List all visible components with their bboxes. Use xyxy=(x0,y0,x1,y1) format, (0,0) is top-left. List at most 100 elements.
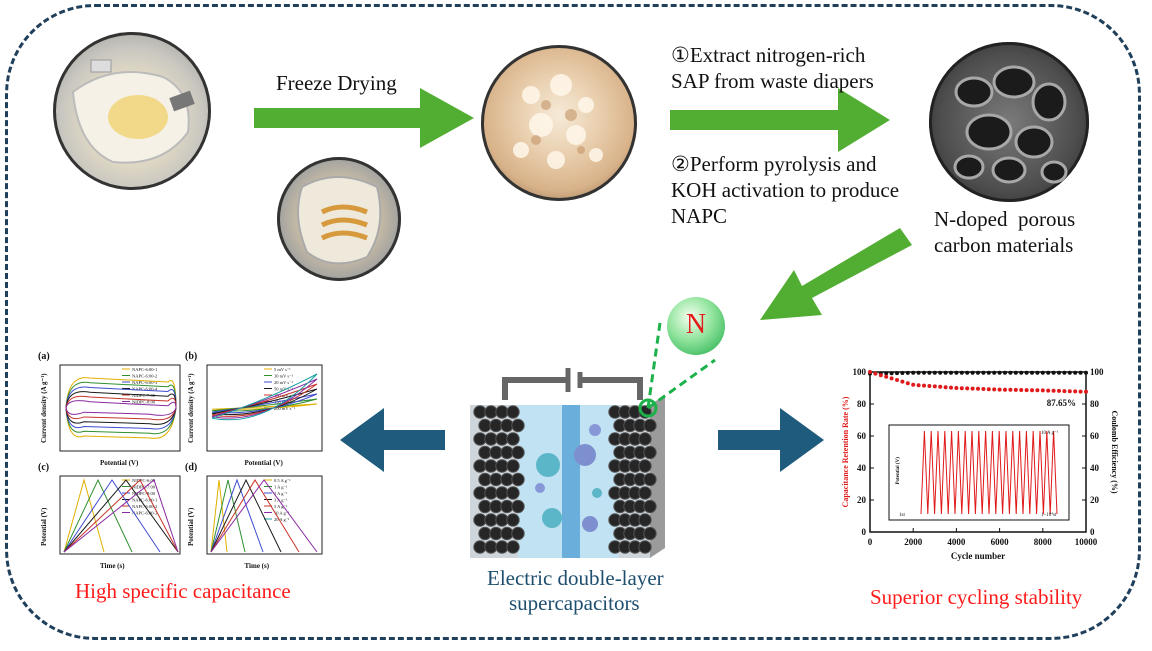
retention-point xyxy=(1035,388,1040,393)
retention-point xyxy=(976,386,980,391)
nitrogen-symbol: N xyxy=(685,309,707,340)
retention-point xyxy=(1073,389,1078,394)
panel-c-xlabel: Time (s) xyxy=(100,562,125,570)
x-tick-label-1: 2000 xyxy=(904,537,923,547)
retention-point xyxy=(997,387,1002,392)
y-tick-label-3: 60 xyxy=(857,431,867,441)
panel-a-legend-1: NAPC-6:00-2 xyxy=(132,374,157,379)
panel-c-tag: (c) xyxy=(38,462,49,473)
panel-d-tag: (d) xyxy=(185,462,197,473)
retention-point xyxy=(1030,388,1034,393)
inset-y-label: Potential (V) xyxy=(896,457,901,485)
product-label-line1: N-doped porous xyxy=(934,207,1076,231)
panel-b-legend-0: 5 mV s⁻¹ xyxy=(274,367,291,372)
nitrogen-sphere: N xyxy=(667,297,725,355)
carbon-particle xyxy=(506,459,520,473)
retention-point xyxy=(905,381,910,386)
coulomb-point xyxy=(1057,370,1061,375)
coulomb-point xyxy=(1062,370,1067,375)
coulomb-point xyxy=(1046,370,1051,375)
carbon-particle xyxy=(511,526,525,541)
gcd-curve xyxy=(210,478,264,553)
coulomb-point xyxy=(1073,370,1078,375)
y-tick-label-5: 100 xyxy=(853,367,867,377)
retention-point xyxy=(992,387,997,392)
coulomb-point xyxy=(959,370,964,375)
carbon-particle xyxy=(643,472,657,487)
retention-point xyxy=(927,384,932,388)
y2-axis-label: Coulomb Efficiency (%) xyxy=(1110,410,1119,493)
porous-carbon-sem-image xyxy=(929,42,1089,202)
carbon-particle xyxy=(643,418,657,433)
retention-point xyxy=(1057,388,1061,393)
coulomb-point xyxy=(884,371,889,376)
coulomb-point xyxy=(905,370,910,375)
coulomb-point xyxy=(986,370,991,375)
x-tick-label-5: 10000 xyxy=(1075,537,1098,547)
coulomb-point xyxy=(992,370,997,375)
retention-annotation: 87.65% xyxy=(1047,398,1076,408)
carbon-particle xyxy=(643,526,657,541)
retention-point xyxy=(1062,389,1067,394)
arrow-right-2 xyxy=(670,88,890,152)
panel-c-legend-5: NAPC-6:00-3 xyxy=(132,511,158,516)
carbon-particle xyxy=(506,540,520,554)
coulomb-point xyxy=(1067,370,1072,375)
retention-point xyxy=(1067,389,1072,394)
coulomb-point xyxy=(965,370,970,375)
y-tick-label-4: 80 xyxy=(857,399,867,409)
cv-curve xyxy=(211,373,318,421)
coulomb-point xyxy=(1078,370,1083,375)
carbon-particle xyxy=(511,445,525,460)
retention-point xyxy=(959,386,964,391)
retention-point xyxy=(889,376,894,381)
step1-text-line2: SAP from waste diapers xyxy=(671,69,874,93)
carbon-particle xyxy=(643,445,657,460)
coulomb-point xyxy=(1030,370,1034,375)
gcd-curve xyxy=(210,479,318,553)
panel-d-legend-5: 10 A g⁻¹ xyxy=(274,511,290,516)
panel-a-legend-3: NAPC-6:00-4 xyxy=(132,387,158,392)
diaper-cross-section-image xyxy=(277,157,401,281)
cv-curve xyxy=(65,400,177,416)
coulomb-point xyxy=(1024,370,1029,375)
coulomb-point xyxy=(916,370,921,375)
carbon-particle xyxy=(511,499,525,514)
retention-point xyxy=(895,378,899,382)
panel-a-ylabel: Current density (A g⁻¹) xyxy=(40,373,48,443)
panel-b-legend-6: 200 mV s⁻¹ xyxy=(274,406,296,411)
retention-point xyxy=(970,386,975,391)
gcd-curve xyxy=(210,479,300,553)
carbon-particle xyxy=(506,432,520,446)
step2-text-line3: NAPC xyxy=(671,204,728,228)
coulomb-point xyxy=(981,370,986,375)
panel-a-legend-5: NIDPC-8:00 xyxy=(132,400,156,405)
coulomb-point xyxy=(970,370,975,375)
panel-c-legend-0: NIDPC-6:00 xyxy=(132,478,156,483)
panel-b-ylabel: Current density (A g⁻¹) xyxy=(187,373,195,443)
gcd-curve xyxy=(63,479,161,553)
panel-a-legend-2: NAPC-6:00-3 xyxy=(132,380,158,385)
dashed-frame xyxy=(5,4,1141,640)
coulomb-point xyxy=(895,371,899,376)
coulomb-point xyxy=(1040,370,1045,375)
y-tick-label-0: 0 xyxy=(862,527,867,537)
inset-start-label: 1st xyxy=(899,513,905,518)
coulomb-point xyxy=(900,371,905,375)
retention-point xyxy=(965,386,970,391)
step1-text-line1: ①Extract nitrogen-rich xyxy=(671,43,866,67)
retention-point xyxy=(884,374,889,379)
carbon-particle xyxy=(638,459,652,473)
retention-point xyxy=(1024,388,1029,393)
retention-point xyxy=(943,385,948,390)
retention-point xyxy=(878,373,883,378)
gcd-curve xyxy=(63,479,179,553)
coulomb-point xyxy=(954,370,959,375)
retention-point xyxy=(1003,387,1007,392)
coulomb-point xyxy=(1035,370,1040,375)
coulomb-point xyxy=(922,370,926,375)
center-caption-line2: supercapacitors xyxy=(509,591,640,615)
coulomb-point xyxy=(1013,370,1018,375)
coulomb-point xyxy=(976,370,980,375)
